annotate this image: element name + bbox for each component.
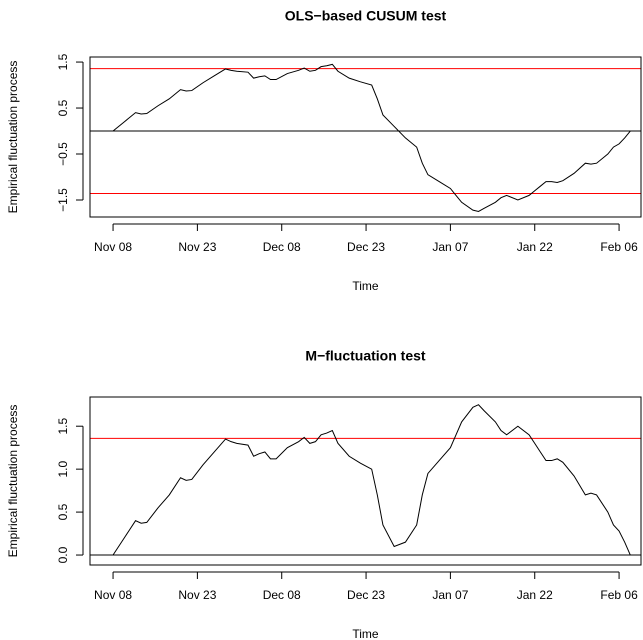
y-tick-label: 1.5 (56, 418, 70, 435)
y-tick-label: 0.5 (56, 99, 70, 116)
x-tick-label: Nov 23 (178, 588, 216, 602)
plot-box (89, 56, 642, 218)
x-tick-label: Dec 08 (263, 240, 301, 254)
y-tick-label: 0.0 (56, 546, 70, 563)
plot-box (89, 396, 642, 566)
y-tick-label: 1.0 (56, 460, 70, 477)
y-tick-label: −0.5 (56, 142, 70, 166)
y-tick-label: 0.5 (56, 503, 70, 520)
x-tick-label: Jan 07 (432, 240, 468, 254)
x-tick-label: Nov 08 (94, 240, 132, 254)
x-tick-label: Feb 06 (600, 240, 638, 254)
x-tick-label: Nov 23 (178, 240, 216, 254)
y-axis-label: Empirical fluctuation process (6, 405, 20, 558)
y-tick-label: 1.5 (56, 53, 70, 70)
y-tick-label: −1.5 (56, 188, 70, 212)
x-tick-label: Dec 08 (263, 588, 301, 602)
x-tick-label: Dec 23 (347, 240, 385, 254)
x-tick-label: Dec 23 (347, 588, 385, 602)
data-line (112, 404, 631, 556)
x-tick-label: Nov 08 (94, 588, 132, 602)
data-line (112, 63, 631, 213)
x-tick-label: Jan 22 (517, 240, 553, 254)
x-axis-label: Time (352, 627, 379, 640)
x-tick-label: Feb 06 (600, 588, 638, 602)
y-axis-label: Empirical fluctuation process (6, 61, 20, 214)
chart-title: M−fluctuation test (305, 348, 426, 364)
x-axis-label: Time (352, 279, 379, 293)
chart-title: OLS−based CUSUM test (285, 8, 447, 24)
x-tick-label: Jan 07 (432, 588, 468, 602)
x-tick-label: Jan 22 (517, 588, 553, 602)
